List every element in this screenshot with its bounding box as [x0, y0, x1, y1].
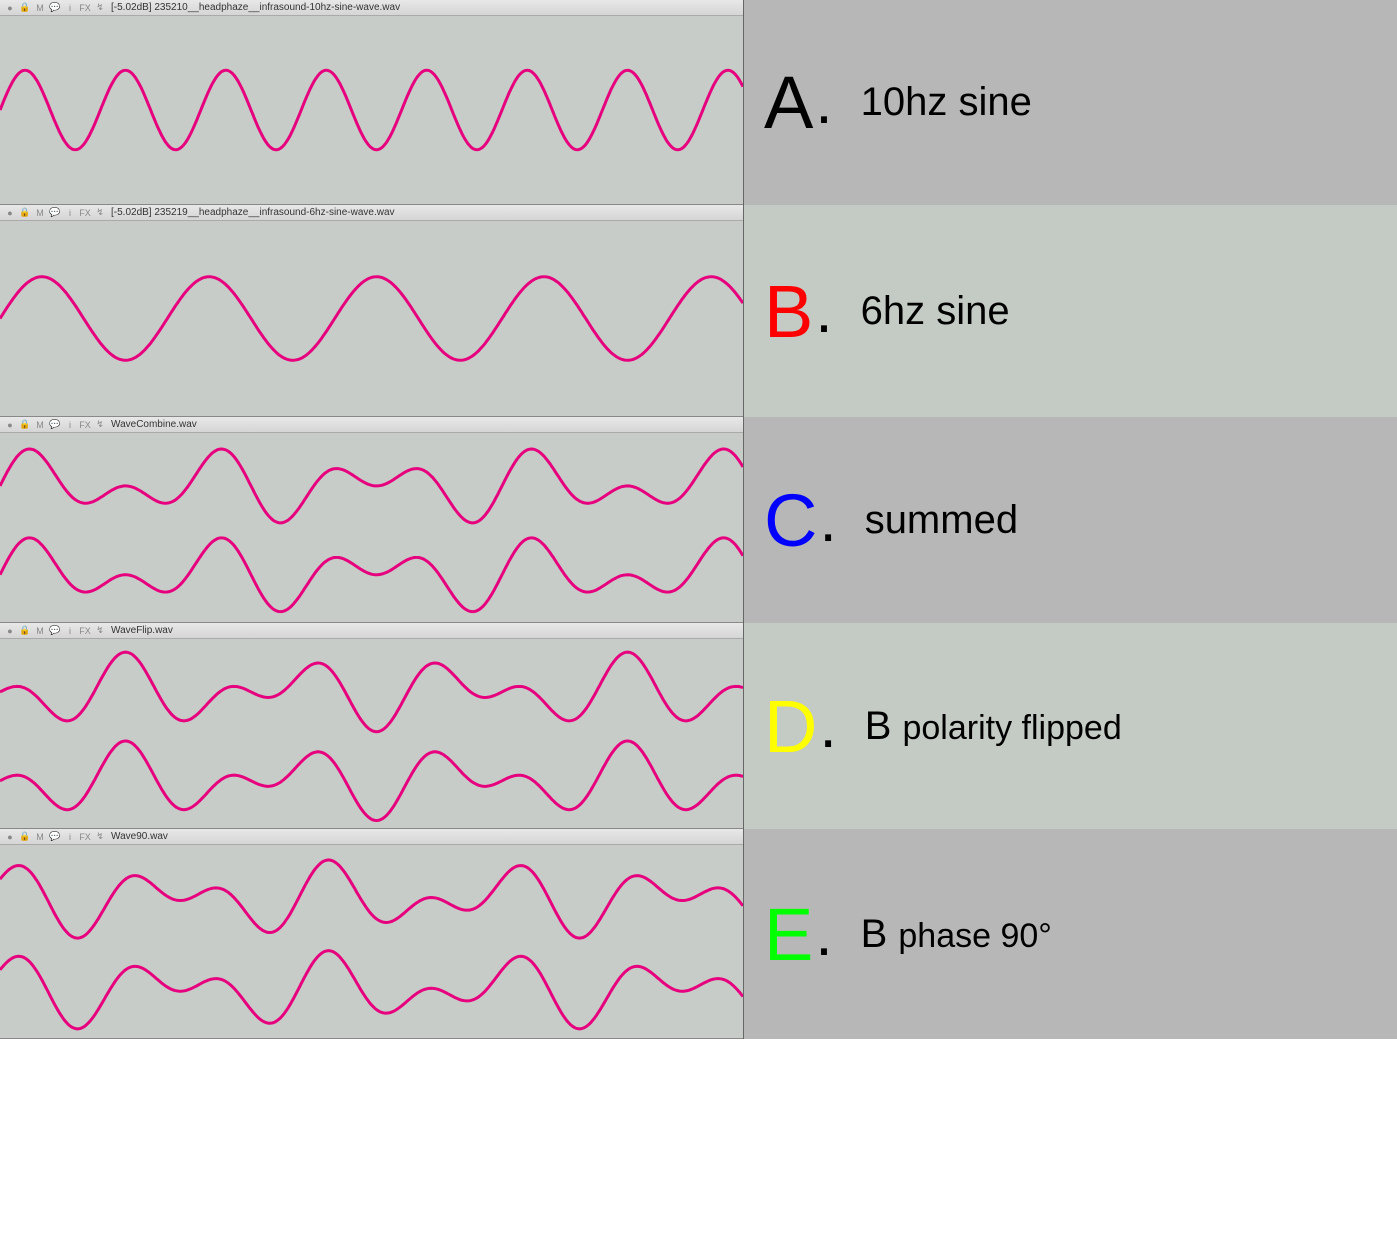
FX-icon[interactable]: FX — [79, 419, 91, 431]
track-header: ●🔒M💬iFX↯ Wave90.wav — [0, 829, 743, 845]
tilde-icon[interactable]: ↯ — [94, 831, 106, 843]
label-dot: . — [815, 899, 832, 970]
FX-icon[interactable]: FX — [79, 2, 91, 14]
speech-icon[interactable]: 💬 — [49, 2, 61, 14]
row-c: ●🔒M💬iFX↯ WaveCombine.wav C. summed — [0, 417, 1397, 623]
track-filename: WaveCombine.wav — [111, 419, 197, 430]
FX-icon[interactable]: FX — [79, 625, 91, 637]
track-filename: WaveFlip.wav — [111, 625, 173, 636]
label-panel-d: D. B polarity flipped — [744, 623, 1397, 829]
label-letter: A — [764, 60, 813, 145]
info-icon[interactable]: i — [64, 419, 76, 431]
M-icon[interactable]: M — [34, 2, 46, 14]
label-text: 10hz sine — [861, 80, 1032, 125]
speech-icon[interactable]: 💬 — [49, 207, 61, 219]
speech-icon[interactable]: 💬 — [49, 831, 61, 843]
track-panel-b: ●🔒M💬iFX↯ [-5.02dB] 235219__headphaze__inf… — [0, 205, 744, 417]
track-filename: Wave90.wav — [111, 831, 168, 842]
track-filename: [-5.02dB] 235219__headphaze__infrasound-… — [111, 207, 395, 218]
track-header: ●🔒M💬iFX↯ [-5.02dB] 235210__headphaze__inf… — [0, 0, 743, 16]
track-filename: [-5.02dB] 235210__headphaze__infrasound-… — [111, 2, 400, 13]
record-icon[interactable]: ● — [4, 419, 16, 431]
waveform-display[interactable] — [0, 16, 743, 205]
label-letter: C — [764, 478, 817, 563]
label-letter: B — [764, 269, 813, 354]
label-dot: . — [815, 67, 832, 138]
tilde-icon[interactable]: ↯ — [94, 207, 106, 219]
waveform-path — [0, 277, 743, 361]
M-icon[interactable]: M — [34, 419, 46, 431]
row-a: ●🔒M💬iFX↯ [-5.02dB] 235210__headphaze__inf… — [0, 0, 1397, 205]
waveform-path — [0, 538, 743, 612]
waveform-display[interactable] — [0, 845, 743, 1039]
speech-icon[interactable]: 💬 — [49, 625, 61, 637]
record-icon[interactable]: ● — [4, 625, 16, 637]
tilde-icon[interactable]: ↯ — [94, 419, 106, 431]
lock-icon[interactable]: 🔒 — [19, 419, 31, 431]
waveform-path — [0, 860, 743, 938]
track-panel-a: ●🔒M💬iFX↯ [-5.02dB] 235210__headphaze__inf… — [0, 0, 744, 205]
track-header: ●🔒M💬iFX↯ [-5.02dB] 235219__headphaze__inf… — [0, 205, 743, 221]
label-panel-e: E. B phase 90° — [744, 829, 1397, 1039]
info-icon[interactable]: i — [64, 207, 76, 219]
waveform-display[interactable] — [0, 639, 743, 829]
label-panel-c: C. summed — [744, 417, 1397, 623]
label-panel-a: A. 10hz sine — [744, 0, 1397, 205]
lock-icon[interactable]: 🔒 — [19, 207, 31, 219]
track-header: ●🔒M💬iFX↯ WaveCombine.wav — [0, 417, 743, 433]
lock-icon[interactable]: 🔒 — [19, 2, 31, 14]
label-text: B polarity flipped — [865, 704, 1122, 749]
track-header: ●🔒M💬iFX↯ WaveFlip.wav — [0, 623, 743, 639]
FX-icon[interactable]: FX — [79, 831, 91, 843]
track-panel-d: ●🔒M💬iFX↯ WaveFlip.wav — [0, 623, 744, 829]
FX-icon[interactable]: FX — [79, 207, 91, 219]
row-b: ●🔒M💬iFX↯ [-5.02dB] 235219__headphaze__inf… — [0, 205, 1397, 417]
tilde-icon[interactable]: ↯ — [94, 625, 106, 637]
info-icon[interactable]: i — [64, 831, 76, 843]
waveform-display[interactable] — [0, 221, 743, 417]
row-e: ●🔒M💬iFX↯ Wave90.wav E. B phase 90° — [0, 829, 1397, 1039]
label-text: summed — [865, 498, 1018, 543]
record-icon[interactable]: ● — [4, 207, 16, 219]
row-d: ●🔒M💬iFX↯ WaveFlip.wav D. B polarity flipped — [0, 623, 1397, 829]
label-dot: . — [815, 276, 832, 347]
record-icon[interactable]: ● — [4, 831, 16, 843]
waveform-path — [0, 951, 743, 1029]
label-text: B phase 90° — [861, 912, 1052, 957]
waveform-path — [0, 652, 743, 732]
speech-icon[interactable]: 💬 — [49, 419, 61, 431]
label-letter: E — [764, 892, 813, 977]
waveform-path — [0, 70, 743, 150]
record-icon[interactable]: ● — [4, 2, 16, 14]
track-panel-c: ●🔒M💬iFX↯ WaveCombine.wav — [0, 417, 744, 623]
info-icon[interactable]: i — [64, 625, 76, 637]
label-dot: . — [819, 691, 836, 762]
track-panel-e: ●🔒M💬iFX↯ Wave90.wav — [0, 829, 744, 1039]
M-icon[interactable]: M — [34, 625, 46, 637]
waveform-display[interactable] — [0, 433, 743, 623]
label-letter: D — [764, 684, 817, 769]
label-dot: . — [819, 485, 836, 556]
waveform-path — [0, 449, 743, 523]
lock-icon[interactable]: 🔒 — [19, 625, 31, 637]
tilde-icon[interactable]: ↯ — [94, 2, 106, 14]
label-panel-b: B. 6hz sine — [744, 205, 1397, 417]
M-icon[interactable]: M — [34, 831, 46, 843]
lock-icon[interactable]: 🔒 — [19, 831, 31, 843]
info-icon[interactable]: i — [64, 2, 76, 14]
waveform-path — [0, 741, 743, 821]
label-text: 6hz sine — [861, 289, 1010, 334]
M-icon[interactable]: M — [34, 207, 46, 219]
